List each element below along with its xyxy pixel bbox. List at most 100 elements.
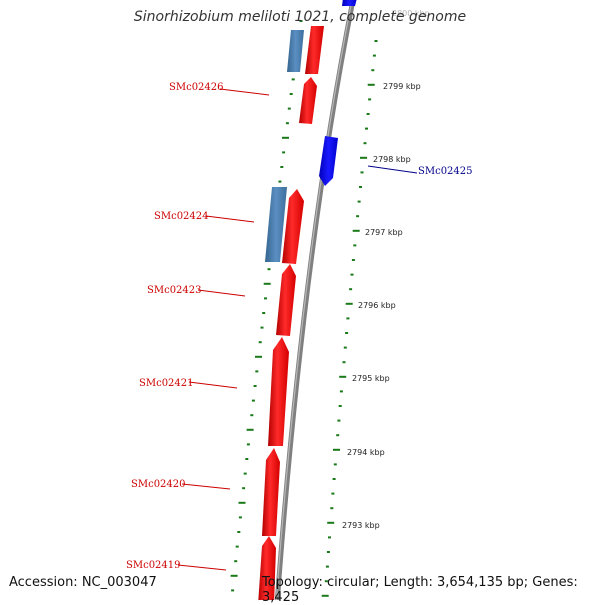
outer-ring-minor-tick [363,142,367,145]
gene-label-SMc02424[interactable]: SMc02424 [154,211,209,222]
tick-label-2793kbp: 2793 kbp [342,521,380,530]
outer-ring-minor-tick [336,434,340,437]
inner-ring-minor-tick [234,560,238,563]
outer-ring-minor-tick [328,536,331,539]
gene-feature-SMc02426[interactable] [299,77,317,124]
inner-ring-minor-tick [267,268,271,271]
genome-backbone [274,0,356,605]
inner-ring-minor-tick [255,370,259,373]
outer-ring-minor-tick [333,463,337,466]
gene-feature-SMc02419[interactable] [258,536,276,605]
outer-ring-major-tick [339,375,347,378]
inner-ring-minor-tick [235,545,239,548]
outer-ring-minor-tick [331,492,335,495]
inner-ring-minor-tick [245,458,249,460]
outer-ring-minor-tick [325,565,329,568]
leader-line-SMc02426 [219,88,270,96]
tick-label-2798kbp: 2798 kbp [373,155,411,164]
gene-label-SMc02420[interactable]: SMc02420 [131,479,186,490]
leader-line-SMc02425 [367,165,418,174]
inner-ring-minor-tick [243,472,247,475]
inner-tick-ring [230,20,303,592]
inner-ring-minor-tick [258,341,262,344]
leader-line-SMc02423 [197,289,246,297]
leader-line-SMc02421 [188,381,238,389]
outer-ring-minor-tick [338,405,342,407]
tick-label-2795kbp: 2795 kbp [352,374,390,383]
gene-feature-reverse-steel-1[interactable] [287,30,304,72]
gene-label-SMc02425[interactable]: SMc02425 [418,166,473,177]
inner-ring-minor-tick [260,326,264,329]
gene-feature-SMc02420[interactable] [262,448,280,536]
inner-ring-minor-tick [237,531,241,533]
gene-feature-reverse-steel-2[interactable] [265,187,287,262]
gene-feature-SMc02423[interactable] [276,264,296,336]
tick-label-2799kbp: 2799 kbp [383,82,421,91]
leader-line-SMc02424 [205,215,255,223]
inner-ring-minor-tick [250,414,254,417]
inner-ring-minor-tick [289,93,293,95]
outer-ring-minor-tick [360,171,364,174]
outer-ring-minor-tick [342,361,346,364]
inner-ring-minor-tick [238,516,242,519]
leader-line-SMc02420 [181,483,231,490]
inner-ring-minor-tick [262,312,266,314]
outer-ring-major-tick [360,156,367,159]
outer-ring-major-tick [327,521,335,524]
outer-ring-minor-tick [330,507,334,510]
inner-ring-minor-tick [291,78,295,81]
inner-ring-minor-tick [299,20,303,22]
outer-ring-minor-tick [359,186,362,188]
outer-ring-major-tick [345,302,353,305]
inner-ring-minor-tick [253,385,257,387]
outer-tick-ring [321,40,378,597]
outer-ring-minor-tick [350,273,354,276]
gene-label-SMc02419[interactable]: SMc02419 [126,560,181,571]
gene-feature-SMc02421[interactable] [268,337,289,446]
outer-ring-minor-tick [353,244,357,247]
outer-ring-minor-tick [371,69,375,72]
inner-ring-major-tick [230,574,238,577]
outer-ring-minor-tick [351,259,355,261]
outer-ring-minor-tick [357,200,361,203]
outer-ring-minor-tick [349,288,353,291]
outer-ring-minor-tick [372,54,376,57]
gene-feature-top-blue[interactable] [342,0,357,6]
inner-ring-minor-tick [287,107,291,110]
outer-ring-minor-tick [368,98,372,101]
gene-feature-SMc02424[interactable] [282,189,304,264]
outer-ring-major-tick [367,83,375,86]
outer-ring-minor-tick [374,40,378,42]
inner-ring-minor-tick [285,122,289,125]
inner-ring-major-tick [246,428,254,431]
inner-ring-major-tick [238,501,246,504]
tick-label-2800kbp: 2800 kbp [392,9,430,18]
gene-label-SMc02423[interactable]: SMc02423 [147,285,202,296]
outer-ring-minor-tick [346,317,350,320]
inner-ring-minor-tick [242,487,246,490]
outer-ring-minor-tick [366,113,370,115]
outer-ring-major-tick [333,448,340,451]
accession-label: Accession: NC_003047 [9,575,157,590]
inner-ring-major-tick [255,355,262,358]
inner-ring-minor-tick [278,180,282,183]
gene-label-SMc02421[interactable]: SMc02421 [139,378,194,389]
gene-feature-top-red[interactable] [305,26,324,74]
gene-feature-SMc02425[interactable] [319,136,338,186]
inner-ring-minor-tick [282,151,286,154]
inner-ring-minor-tick [280,166,284,168]
inner-ring-major-tick [282,136,289,139]
inner-ring-minor-tick [264,297,267,300]
outer-ring-major-tick [352,229,360,232]
outer-ring-minor-tick [356,215,360,218]
outer-ring-minor-tick [337,419,341,422]
outer-ring-minor-tick [343,346,347,349]
tick-label-2796kbp: 2796 kbp [358,301,396,310]
tick-label-2797kbp: 2797 kbp [365,228,403,237]
genome-title: Sinorhizobium meliloti 1021, complete ge… [133,9,467,25]
gene-label-SMc02426[interactable]: SMc02426 [169,82,224,93]
outer-ring-minor-tick [332,478,336,480]
leader-line-SMc02419 [177,564,227,571]
